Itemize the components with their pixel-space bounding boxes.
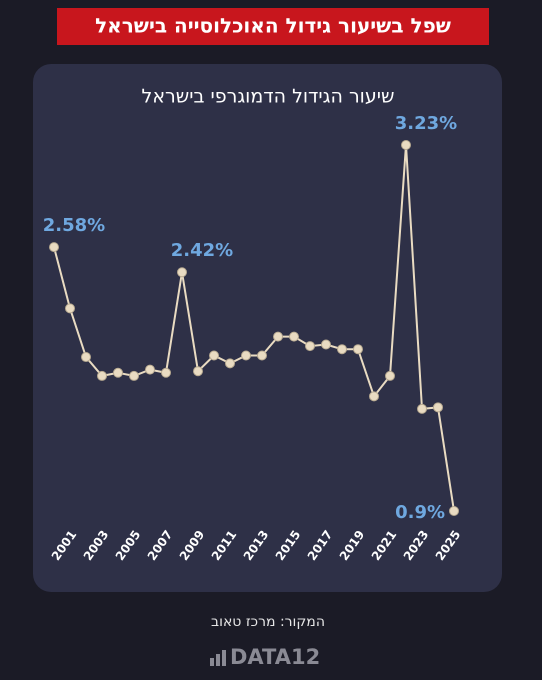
point bbox=[193, 366, 203, 377]
data-label: 2.58% bbox=[43, 215, 105, 236]
point bbox=[161, 367, 171, 378]
point bbox=[385, 370, 395, 381]
point bbox=[449, 506, 459, 516]
point bbox=[401, 140, 411, 150]
header-box bbox=[57, 8, 489, 45]
point bbox=[369, 391, 379, 402]
header: שפל בשיעור גידול האוכלוסייה בישראל bbox=[95, 14, 451, 38]
point bbox=[305, 341, 315, 352]
point bbox=[225, 358, 235, 369]
logo: DATA12 bbox=[230, 645, 320, 669]
point bbox=[97, 370, 107, 381]
point bbox=[81, 352, 91, 363]
point bbox=[177, 267, 187, 278]
point bbox=[417, 403, 427, 414]
point bbox=[241, 350, 251, 361]
point bbox=[257, 350, 267, 361]
point bbox=[145, 364, 155, 375]
logo-icon bbox=[210, 650, 226, 666]
point bbox=[433, 402, 443, 413]
point bbox=[209, 350, 219, 361]
point bbox=[353, 344, 363, 355]
card bbox=[33, 64, 502, 592]
point bbox=[113, 367, 123, 378]
point bbox=[129, 370, 139, 381]
point bbox=[49, 242, 59, 253]
point bbox=[65, 303, 75, 314]
data-label: 2.42% bbox=[171, 240, 233, 261]
data-label: 3.23% bbox=[395, 113, 457, 134]
point bbox=[337, 344, 347, 355]
chart-title: שיעור הגידול הדמוגרפי בישראל bbox=[142, 86, 395, 108]
data-label: 0.9% bbox=[395, 502, 445, 523]
point bbox=[321, 339, 331, 350]
point bbox=[273, 331, 283, 342]
point bbox=[289, 331, 299, 342]
source: המקור: מרכז טאוב bbox=[211, 614, 325, 630]
